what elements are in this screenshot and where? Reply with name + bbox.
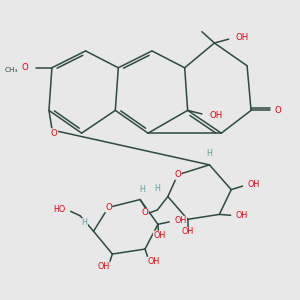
Text: O: O [274, 106, 281, 115]
Text: OH: OH [153, 231, 166, 240]
Text: H: H [154, 184, 160, 193]
Text: O: O [105, 203, 112, 212]
Text: O: O [142, 208, 148, 217]
Text: CH₃: CH₃ [5, 67, 19, 73]
Text: OH: OH [236, 33, 249, 42]
Text: HO: HO [53, 205, 65, 214]
Text: O: O [22, 63, 28, 72]
Text: OH: OH [236, 212, 248, 220]
Text: OH: OH [98, 262, 110, 271]
Text: O: O [174, 170, 181, 179]
Text: OH: OH [147, 257, 160, 266]
Text: OH: OH [209, 111, 222, 120]
Text: H: H [206, 149, 212, 158]
Text: H: H [140, 184, 146, 194]
Text: O: O [51, 129, 58, 138]
Text: H: H [82, 218, 88, 227]
Text: OH: OH [182, 227, 194, 236]
Text: OH: OH [248, 180, 260, 189]
Text: OH: OH [174, 216, 187, 225]
